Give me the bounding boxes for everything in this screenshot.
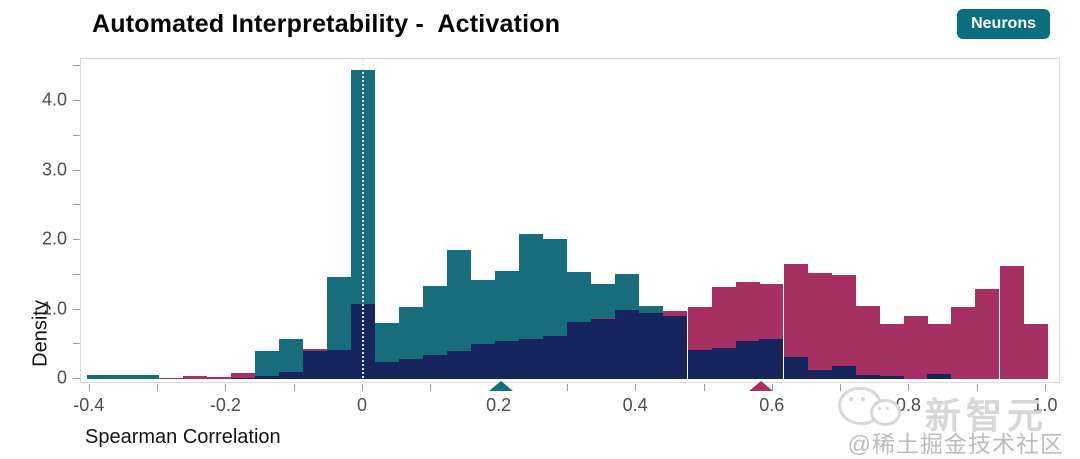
x-axis-tick-label: 0.2 — [486, 395, 512, 415]
wechat-eye — [849, 397, 853, 401]
histogram-bar-series-navy — [927, 374, 952, 379]
histogram-bar-series-navy — [447, 351, 472, 379]
histogram-bar-series-teal — [254, 351, 279, 379]
histogram-bar-series-navy — [566, 322, 591, 379]
plot-area — [80, 58, 1060, 383]
histogram-bar-series-magenta — [951, 306, 976, 379]
histogram-bar-series-magenta — [1023, 324, 1048, 379]
y-axis-tick — [73, 378, 80, 379]
x-axis-tick-label: 0 — [356, 395, 368, 415]
watermark-handle: @稀土掘金技术社区 — [847, 431, 1064, 457]
histogram-bar-series-magenta — [182, 375, 207, 379]
x-axis-tick-label: 0.8 — [895, 395, 921, 415]
y-axis-title: Density — [29, 300, 52, 367]
x-axis-title: Spearman Correlation — [85, 426, 281, 448]
x-axis-tick — [703, 384, 705, 391]
histogram-bar-series-magenta — [807, 273, 832, 379]
histogram-bar-series-navy — [639, 312, 664, 379]
histogram-bar-series-navy — [855, 374, 880, 379]
x-axis-tick — [362, 384, 363, 391]
x-axis-tick — [157, 384, 159, 391]
x-axis-tick — [1045, 384, 1046, 391]
histogram-bar-series-navy — [687, 349, 712, 379]
wechat-icon — [838, 385, 902, 429]
x-axis-tick — [293, 384, 295, 391]
x-axis-tick-label: 1.0 — [1032, 395, 1058, 415]
x-axis-tick — [566, 384, 568, 391]
histogram-bar-series-navy — [784, 356, 809, 379]
histogram-bar-series-navy — [279, 372, 304, 379]
x-axis-tick — [976, 384, 978, 391]
histogram-bar-series-navy — [615, 310, 640, 379]
histogram-bar-series-navy — [711, 348, 736, 379]
x-axis-tick-label: -0.4 — [73, 395, 105, 415]
x-axis-tick — [225, 384, 227, 391]
watermark-brand: 新智元 — [924, 395, 1048, 436]
histogram-bar-series-navy — [374, 361, 399, 379]
x-axis-tick-label: -0.2 — [209, 395, 241, 415]
x-axis-tick — [908, 384, 910, 391]
histogram-bar-series-magenta — [855, 306, 880, 379]
histogram-bar-series-navy — [398, 358, 423, 379]
histogram-bar-series-navy — [591, 319, 616, 379]
histogram-bar-series-navy — [519, 338, 544, 379]
histogram-bar-series-navy — [495, 341, 520, 379]
x-axis-tick — [635, 384, 637, 391]
histogram-bar-series-navy — [759, 339, 784, 379]
histogram-bar-series-navy — [831, 366, 856, 379]
neurons-badge[interactable]: Neurons — [957, 9, 1050, 39]
histogram-bar-series-magenta — [831, 275, 856, 379]
y-axis-tick — [73, 343, 80, 345]
histogram-bar-series-navy — [471, 344, 496, 379]
x-axis-tick-label: 0.4 — [622, 395, 648, 415]
histogram-bar-series-magenta — [975, 288, 1000, 379]
histogram-bar-series-navy — [327, 349, 352, 379]
y-axis-tick-label: 0 — [56, 367, 67, 388]
histogram-bar-series-magenta — [927, 324, 952, 379]
histogram-bar-series-magenta — [159, 377, 184, 379]
histogram-bar-series-navy — [663, 315, 688, 379]
x-axis-tick — [840, 384, 842, 391]
wechat-bubble-large — [838, 387, 882, 425]
wechat-eye — [878, 407, 881, 410]
mean-marker — [748, 381, 773, 391]
histogram-bar-series-navy — [807, 369, 832, 379]
histogram-bar-series-navy — [423, 354, 448, 379]
y-axis-tick — [73, 308, 80, 310]
histogram-bar-series-navy — [303, 351, 328, 379]
wechat-eye — [886, 407, 889, 410]
histogram-bar-series-teal — [111, 374, 136, 379]
y-axis-tick-label: 2.0 — [41, 228, 67, 249]
histogram-bar-series-teal — [135, 374, 160, 379]
chart-title: Automated Interpretability - Activation — [92, 10, 561, 38]
y-axis-tick-label: 4.0 — [41, 89, 67, 110]
histogram-bar-series-navy — [351, 303, 375, 379]
histogram-bar-series-magenta — [903, 315, 928, 379]
histogram-bar-series-teal — [87, 374, 112, 379]
histogram-bar-series-magenta — [999, 265, 1024, 379]
histogram-bar-series-navy — [735, 341, 760, 379]
histogram-bar-series-navy — [254, 376, 279, 379]
y-axis-tick — [73, 65, 80, 67]
y-axis-tick — [73, 273, 80, 275]
y-axis-tick — [73, 169, 80, 171]
wechat-eye — [861, 397, 865, 401]
y-axis-tick — [73, 204, 80, 206]
histogram-bar-series-magenta — [206, 376, 231, 379]
histogram-bar-series-magenta — [230, 372, 255, 379]
y-axis-tick-label: 1.0 — [41, 298, 67, 318]
x-axis-tick — [430, 384, 432, 391]
y-axis-tick — [73, 134, 80, 136]
histogram-bar-series-navy — [879, 375, 904, 379]
x-axis-tick — [88, 384, 90, 391]
histogram-bar-series-navy — [542, 335, 567, 379]
histogram-bar-series-magenta — [879, 324, 904, 379]
y-axis-tick-label: 3.0 — [41, 159, 67, 179]
x-axis-tick-label: 0.6 — [759, 395, 785, 415]
mean-marker — [488, 381, 513, 391]
y-axis-tick — [73, 239, 80, 240]
y-axis-tick — [73, 100, 80, 101]
histogram-bar-series-navy — [230, 377, 255, 379]
